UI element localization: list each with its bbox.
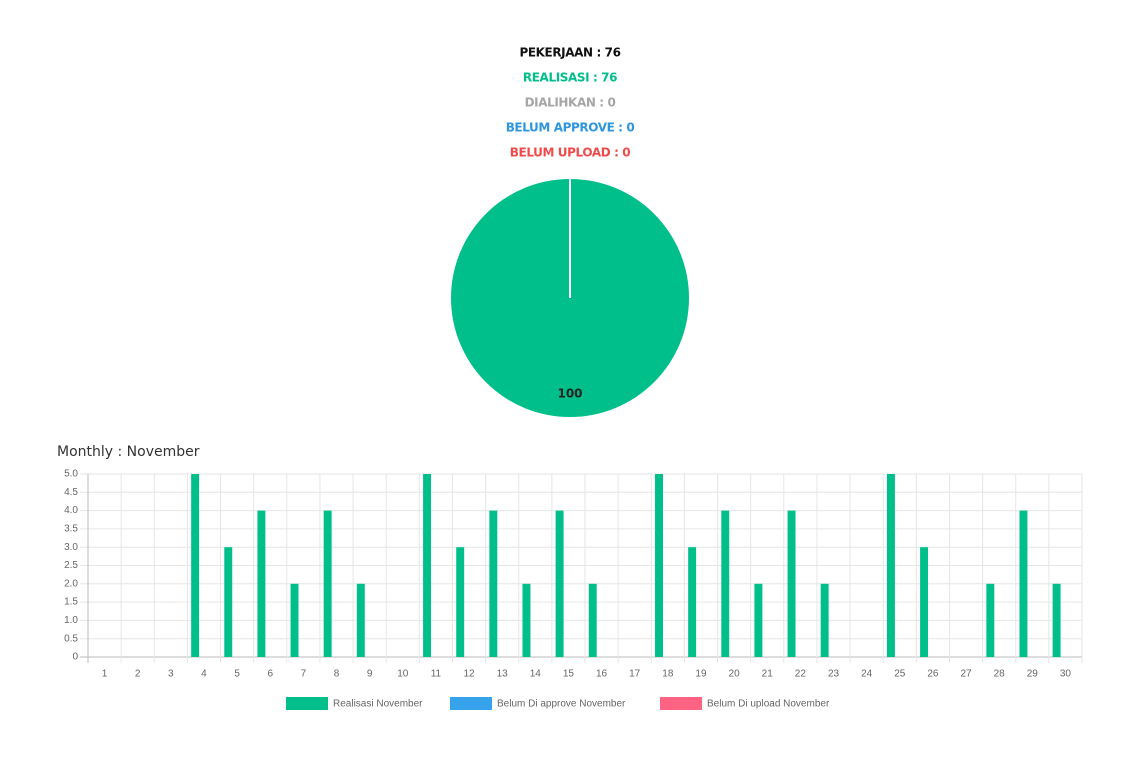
x-tick-label: 6 — [267, 669, 273, 680]
bar — [555, 510, 564, 657]
legend-label: Belum Di upload November — [707, 699, 830, 710]
x-tick-label: 17 — [629, 669, 641, 680]
y-tick-label: 1.5 — [64, 597, 78, 608]
bar — [787, 510, 796, 657]
bar — [655, 474, 663, 657]
slice-label: 100 — [557, 387, 582, 401]
bar — [257, 510, 266, 657]
x-tick-label: 8 — [334, 669, 340, 680]
bar — [489, 510, 498, 657]
bar — [290, 583, 299, 657]
x-tick-label: 4 — [201, 669, 207, 680]
bar — [721, 510, 730, 657]
legend-swatch — [450, 697, 492, 710]
bar — [456, 547, 465, 657]
chart-title: Monthly : November — [57, 444, 200, 460]
x-tick-label: 28 — [994, 669, 1006, 680]
x-tick-label: 22 — [795, 669, 807, 680]
bar — [522, 583, 531, 657]
bar — [986, 583, 995, 657]
x-tick-label: 21 — [762, 669, 774, 680]
x-tick-label: 29 — [1027, 669, 1039, 680]
bar — [820, 583, 829, 657]
x-tick-label: 18 — [662, 669, 674, 680]
y-tick-label: 4.5 — [64, 487, 78, 498]
x-tick-label: 25 — [894, 669, 906, 680]
y-tick-label: 2.0 — [64, 578, 78, 589]
bar — [191, 474, 200, 657]
y-tick-label: 2.5 — [64, 560, 78, 571]
x-tick-label: 1 — [102, 669, 108, 680]
x-tick-label: 10 — [397, 669, 409, 680]
x-tick-label: 9 — [367, 669, 373, 680]
bar — [1019, 510, 1028, 657]
x-tick-label: 15 — [563, 669, 575, 680]
x-tick-label: 12 — [463, 669, 475, 680]
y-tick-label: 0 — [72, 652, 78, 663]
y-tick-label: 5.0 — [64, 469, 78, 480]
x-tick-label: 7 — [301, 669, 307, 680]
x-tick-label: 2 — [135, 669, 141, 680]
bar — [754, 583, 763, 657]
stat-line: BELUM UPLOAD : 0 — [510, 146, 630, 160]
legend-label: Belum Di approve November — [497, 699, 626, 710]
bar — [886, 474, 895, 657]
y-tick-label: 3.0 — [64, 542, 78, 553]
x-tick-label: 20 — [729, 669, 741, 680]
y-tick-label: 4.0 — [64, 505, 78, 516]
bar — [224, 547, 233, 657]
bar — [356, 583, 365, 657]
legend-swatch — [286, 697, 328, 710]
bar — [423, 474, 432, 657]
bar — [323, 510, 332, 657]
x-tick-label: 24 — [861, 669, 873, 680]
stat-line: BELUM APPROVE : 0 — [506, 121, 635, 135]
bar — [688, 547, 697, 657]
y-tick-label: 3.5 — [64, 524, 78, 535]
legend-swatch — [660, 697, 702, 710]
x-tick-label: 5 — [234, 669, 240, 680]
x-tick-label: 19 — [695, 669, 707, 680]
stat-line: REALISASI : 76 — [523, 71, 617, 85]
x-tick-label: 3 — [168, 669, 174, 680]
x-tick-label: 16 — [596, 669, 608, 680]
x-tick-label: 14 — [530, 669, 542, 680]
legend-label: Realisasi November — [333, 699, 423, 710]
y-tick-label: 1.0 — [64, 615, 78, 626]
x-tick-label: 27 — [960, 669, 972, 680]
x-tick-label: 30 — [1060, 669, 1072, 680]
bar — [588, 583, 597, 657]
y-tick-label: 0.5 — [64, 633, 78, 644]
bar — [920, 547, 929, 657]
x-tick-label: 11 — [431, 669, 442, 680]
bar — [1052, 583, 1061, 657]
stat-line: DIALIHKAN : 0 — [525, 96, 616, 110]
x-tick-label: 26 — [927, 669, 939, 680]
x-tick-label: 23 — [828, 669, 840, 680]
x-tick-label: 13 — [497, 669, 509, 680]
stat-line: PEKERJAAN : 76 — [519, 46, 620, 60]
